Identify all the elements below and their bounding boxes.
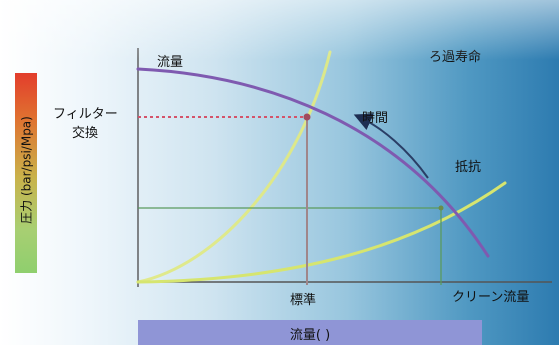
flow-curve-label: 流量 <box>157 55 184 70</box>
flow-axis-bar: 流量( ) <box>138 320 482 345</box>
filter-change-label-line1: フィルター <box>53 107 118 122</box>
filter-change-label-line2: 交換 <box>72 126 99 141</box>
pressure-gradient-bar <box>15 73 37 273</box>
resistance-label: 抵抗 <box>455 160 482 175</box>
standard-label: 標準 <box>290 293 317 308</box>
standard-intersection-point <box>303 113 311 121</box>
standard-curve-steep <box>136 50 332 284</box>
pressure-axis-label: 圧力 (bar/psi/Mpa) <box>19 116 34 224</box>
resistance-curve <box>136 181 507 284</box>
filter-life-label: ろ過寿命 <box>429 50 482 65</box>
time-label: 時間 <box>362 111 389 126</box>
flow-axis-label: 流量( ) <box>289 328 331 343</box>
clean-flow-intersection-point <box>438 205 444 211</box>
flow-curve <box>136 67 490 258</box>
time-arrow <box>353 113 429 179</box>
clean-flow-label: クリーン流量 <box>452 290 530 305</box>
